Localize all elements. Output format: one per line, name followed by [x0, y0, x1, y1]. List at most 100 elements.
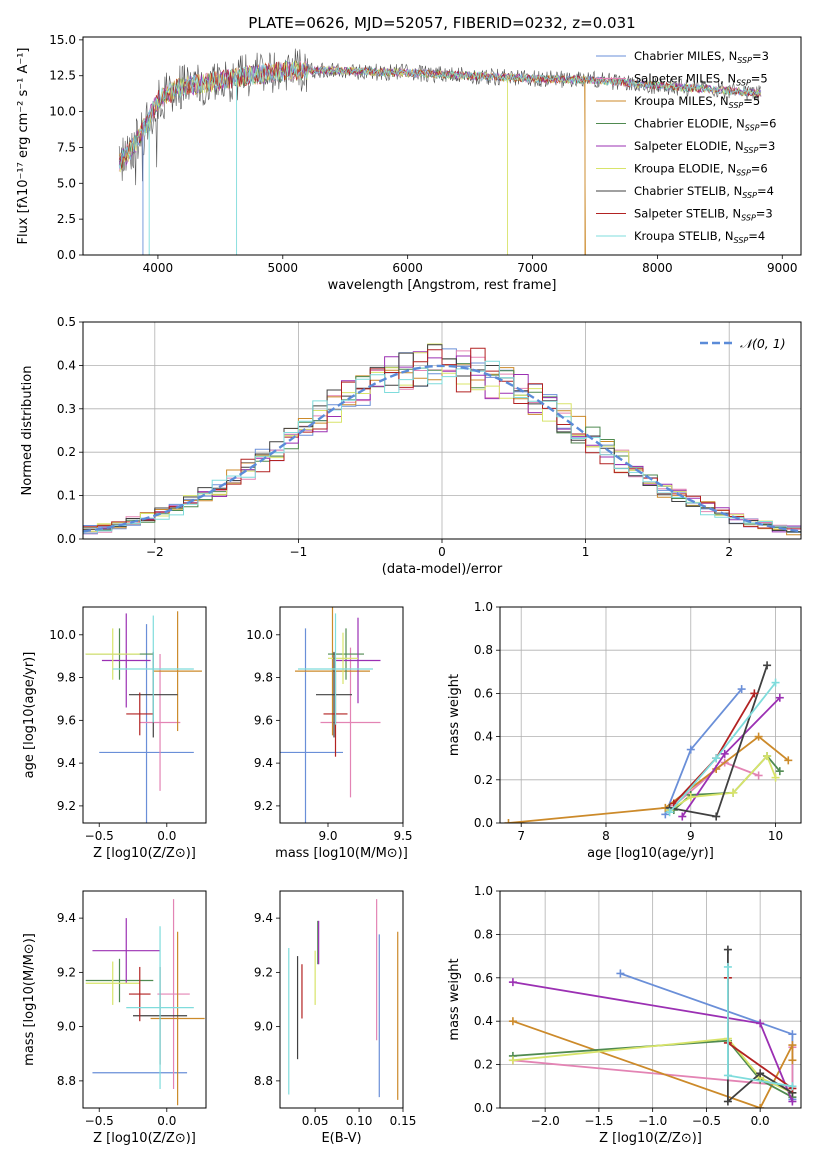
spectrum-frame: [82, 36, 802, 256]
age_vs_mass-ytick-label-4: 10.0: [246, 628, 273, 642]
weight_vs_Z-xtick-label-2: −1.0: [638, 1114, 667, 1128]
age_vs_Z-ytick-label-4: 10.0: [49, 628, 76, 642]
subscript: SSP: [729, 101, 744, 110]
mass_vs_ebv-xtick-label-0: 0.05: [302, 1114, 329, 1128]
weight_vs_Z-marker-2-2: [788, 1041, 797, 1050]
age_vs_Z-plot-area: [85, 611, 202, 823]
weight_vs_age-ytick-label-3: 0.6: [474, 686, 493, 700]
spectrum-legend-label-5: Kroupa ELODIE, NSSP=6: [634, 162, 768, 178]
spectrum-ytick-label-2: 5.0: [57, 176, 76, 190]
residuals-xtick-label-3: 1: [582, 545, 590, 559]
spectrum-ytick-label-3: 7.5: [57, 140, 76, 154]
mass_vs_Z-xlabel: Z [log10(Z/Z⊙)]: [93, 1131, 196, 1146]
legend-suffix: =3: [758, 139, 775, 153]
weight_vs_age-marker-4-0: [678, 812, 687, 821]
legend-suffix: =6: [751, 162, 768, 176]
weight_vs_age-marker-0-1: [686, 745, 695, 754]
spectrum-series-7: [118, 61, 762, 169]
mass_vs_Z-ytick-label-1: 9.0: [57, 1020, 76, 1034]
weight_vs_Z-line-3: [512, 1039, 793, 1098]
residuals-ytick-label-5: 0.5: [57, 315, 76, 329]
spectrum-legend-label-4: Salpeter ELODIE, NSSP=3: [634, 139, 775, 155]
spectrum-plot-area: [118, 48, 762, 255]
age_vs_Z-ylabel: age [log10(age/yr)]: [22, 652, 37, 779]
residuals-ytick-label-3: 0.3: [57, 402, 76, 416]
legend-suffix: =3: [756, 207, 773, 221]
panels: 4000 5000 6000 7000 8000 90000.02.55.07.510.0…: [16, 33, 802, 1146]
subscript: SSP: [742, 191, 757, 200]
age_vs_Z-xtick-label-1: 0.0: [157, 829, 176, 843]
legend-suffix: =3: [752, 49, 769, 63]
spectrum-legend-label-0: Chabrier MILES, NSSP=3: [634, 49, 769, 65]
weight_vs_age-marker-1-2: [754, 771, 763, 780]
age_vs_Z-ytick-label-1: 9.4: [57, 756, 76, 770]
weight_vs_Z-marker-2-0: [508, 1017, 517, 1026]
legend-suffix: =6: [760, 117, 777, 131]
weight_vs_Z-xtick-label-3: −0.5: [692, 1114, 721, 1128]
age_vs_Z-xlabel: Z [log10(Z/Z⊙)]: [93, 846, 196, 861]
spectrum-legend-label-8: Kroupa STELIB, NSSP=4: [634, 229, 765, 245]
weight_vs_age-marker-4-1: [720, 749, 729, 758]
residuals-ytick-label-1: 0.1: [57, 489, 76, 503]
residuals-xtick-label-2: 0: [438, 545, 446, 559]
weight_vs_age-ylabel: mass weight: [447, 674, 462, 756]
subscript: SSP: [737, 56, 752, 65]
weight_vs_age-marker-4-2: [775, 693, 784, 702]
mass_vs_Z-plot-area: [85, 899, 205, 1106]
weight_vs_age-marker-5-3: [763, 752, 772, 761]
spectrum-legend-label-1: Salpeter MILES, NSSP=5: [634, 72, 768, 88]
weight_vs_Z-ytick-label-0: 0.0: [474, 1101, 493, 1115]
spectrum-xtick-label-2: 6000: [392, 261, 423, 275]
age_vs_mass-xtick-label-1: 9.5: [393, 829, 412, 843]
weight_vs_Z-ytick-label-2: 0.4: [474, 1014, 493, 1028]
mass_vs_Z-xtick-label-0: −0.5: [85, 1114, 114, 1128]
weight_vs_Z-ytick-label-5: 1.0: [474, 884, 493, 898]
residuals-xtick-label-1: −1: [290, 545, 308, 559]
age_vs_Z-ytick-label-0: 9.2: [57, 799, 76, 813]
weight_vs_Z-xtick-label-0: −2.0: [531, 1114, 560, 1128]
mass_vs_Z-ytick-label-2: 9.2: [57, 965, 76, 979]
mass_vs_ebv-plot-area: [288, 899, 399, 1100]
weight_vs_age-marker-2-3: [754, 732, 763, 741]
spectrum-series-8: [118, 62, 762, 170]
weight_vs_age-ytick-label-5: 1.0: [474, 600, 493, 614]
mass_vs_ebv-ytick-label-1: 9.0: [254, 1020, 273, 1034]
weight_vs_Z-marker-4-1: [756, 1019, 765, 1028]
weight_vs_age-xtick-label-3: 10: [768, 829, 783, 843]
mass_vs_Z-ytick-label-3: 9.4: [57, 911, 76, 925]
spectrum-legend-label-6: Chabrier STELIB, NSSP=4: [634, 184, 774, 200]
weight_vs_Z-marker-0-0: [616, 969, 625, 978]
weight_vs_age-xlabel: age [log10(age/yr)]: [587, 846, 714, 861]
weight_vs_age-xtick-label-1: 8: [602, 829, 610, 843]
age_vs_mass-xlabel: mass [log10(M/M⊙)]: [275, 846, 408, 861]
weight_vs_Z-ytick-label-4: 0.8: [474, 927, 493, 941]
age_vs_Z-xtick-label-0: −0.5: [85, 829, 114, 843]
spectrum-ytick-label-4: 10.0: [49, 105, 76, 119]
weight_vs_age-marker-6-2: [763, 661, 772, 670]
residuals-ytick-label-2: 0.2: [57, 445, 76, 459]
age_vs_mass-ytick-label-0: 9.2: [254, 799, 273, 813]
weight_vs_age-ytick-label-0: 0.0: [474, 816, 493, 830]
weight_vs_age-ytick-label-2: 0.4: [474, 730, 493, 744]
legend-suffix: =4: [748, 229, 765, 243]
spectrum-legend-label-7: Salpeter STELIB, NSSP=3: [634, 207, 773, 223]
spectrum-xtick-label-1: 5000: [268, 261, 299, 275]
weight_vs_age-marker-0-2: [737, 685, 746, 694]
weight_vs_Z-axes: −2.0 −1.5 −1.0 −0.5 0.0 0.0 0.2 0.4 0.6 0.8 1.0 Z […: [447, 884, 802, 1146]
spectrum-xtick-label-4: 8000: [642, 261, 673, 275]
weight_vs_age-frame: [499, 606, 802, 824]
weight_vs_Z-marker-8-0: [723, 962, 732, 971]
weight_vs_age-xtick-label-2: 9: [687, 829, 695, 843]
subscript: SSP: [736, 169, 751, 178]
age_vs_Z-frame: [82, 606, 207, 824]
age_vs_mass-plot-area: [280, 607, 381, 823]
weight_vs_Z-marker-4-0: [508, 978, 517, 987]
mass_vs_ebv-xlabel: E(B-V): [321, 1131, 361, 1146]
residual-hist-8: [83, 360, 801, 534]
weight_vs_Z-marker-2-3: [788, 1056, 797, 1065]
subscript: SSP: [744, 146, 759, 155]
subscript: SSP: [741, 214, 756, 223]
spectrum-ytick-label-5: 12.5: [49, 69, 76, 83]
spectrum-axes: 4000 5000 6000 7000 8000 9000 0.0 2.5 5.0 7.5 10.0…: [16, 33, 802, 293]
